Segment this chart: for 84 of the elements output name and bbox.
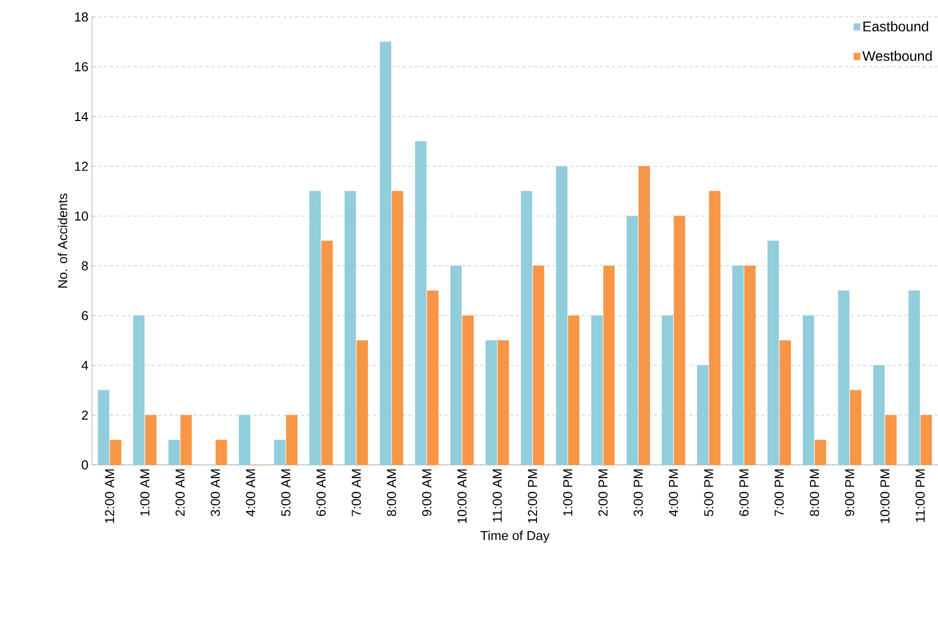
bar [462, 315, 474, 466]
bar [392, 191, 404, 466]
bar [674, 216, 686, 466]
bar [662, 315, 674, 466]
y-tick-label: 2 [82, 410, 88, 420]
bar [274, 440, 286, 466]
x-tick-label: 1:00 PM [563, 470, 572, 516]
bar [498, 340, 509, 466]
bar [380, 42, 392, 466]
x-tick-label: 12:00 AM [105, 470, 114, 523]
x-tick-label: 2:00 PM [598, 470, 608, 516]
bar [709, 191, 720, 466]
bar [568, 315, 580, 466]
x-tick-label: 1:00 AM [140, 470, 150, 516]
bar [556, 166, 568, 466]
y-tick-label: 8 [82, 261, 88, 270]
x-tick-label: 6:00 AM [316, 470, 326, 516]
bar [850, 390, 862, 466]
bar [532, 266, 544, 466]
x-tick-label: 5:00 PM [704, 470, 714, 516]
x-tick-label: 9:00 PM [845, 470, 854, 516]
bar [286, 414, 298, 466]
bar [415, 141, 426, 466]
x-tick-label: 10:00 AM [457, 470, 467, 523]
x-tick-label: 7:00 AM [352, 470, 361, 516]
bar [603, 266, 615, 466]
bar [732, 266, 744, 466]
y-tick-label: 14 [75, 112, 88, 122]
bar [145, 414, 157, 466]
y-tick-label: 4 [82, 360, 88, 370]
bar [98, 390, 110, 466]
x-tick-label: 5:00 AM [281, 470, 290, 516]
x-tick-label: 11:00 PM [916, 470, 925, 522]
y-axis-title: No. of Accidents [58, 194, 68, 288]
bar [450, 266, 462, 466]
x-tick-label: 8:00 AM [386, 470, 396, 516]
bar [908, 290, 920, 466]
bar [309, 191, 321, 466]
y-tick-label: 18 [75, 12, 88, 22]
bar [814, 440, 826, 466]
bar [591, 315, 603, 466]
bar [486, 340, 497, 466]
x-tick-label: 12:00 PM [528, 470, 538, 523]
bar [768, 240, 779, 466]
bar [110, 440, 122, 466]
legend-label: Eastbound [863, 21, 928, 32]
bar [427, 290, 438, 466]
bar [780, 340, 791, 466]
bar [838, 290, 850, 466]
x-tick-label: 9:00 AM [422, 470, 432, 516]
y-tick-label: 6 [82, 311, 88, 320]
bar [133, 315, 145, 466]
bar [168, 440, 180, 466]
bar [802, 315, 814, 466]
bar [216, 440, 228, 466]
bar [238, 414, 250, 466]
bar [321, 240, 333, 466]
bar [626, 216, 638, 466]
bar [356, 340, 368, 466]
bar [744, 266, 756, 466]
x-axis-title: Time of Day [480, 530, 550, 543]
y-tick-label: 12 [75, 162, 88, 171]
y-tick-label: 10 [75, 212, 88, 221]
x-tick-label: 10:00 PM [880, 470, 890, 523]
x-tick-label: 11:00 AM [492, 470, 502, 522]
bar [180, 414, 192, 466]
y-tick-label: 16 [75, 62, 88, 72]
x-tick-label: 3:00 PM [634, 470, 643, 516]
x-tick-label: 3:00 AM [210, 470, 220, 516]
x-tick-label: 6:00 PM [739, 470, 749, 516]
bar [697, 365, 708, 466]
x-tick-label: 4:00 AM [246, 470, 256, 516]
x-tick-label: 4:00 PM [668, 470, 678, 516]
x-tick-label: 8:00 PM [810, 470, 820, 516]
bar [885, 414, 897, 466]
y-tick-label: 0 [82, 460, 88, 470]
bar [920, 414, 932, 466]
legend-label: Westbound [862, 50, 932, 62]
x-tick-label: 7:00 PM [774, 470, 784, 516]
x-tick-label: 2:00 AM [176, 470, 185, 516]
bar [873, 365, 885, 466]
bar [344, 191, 356, 466]
bar [520, 191, 532, 466]
bar [638, 166, 650, 466]
